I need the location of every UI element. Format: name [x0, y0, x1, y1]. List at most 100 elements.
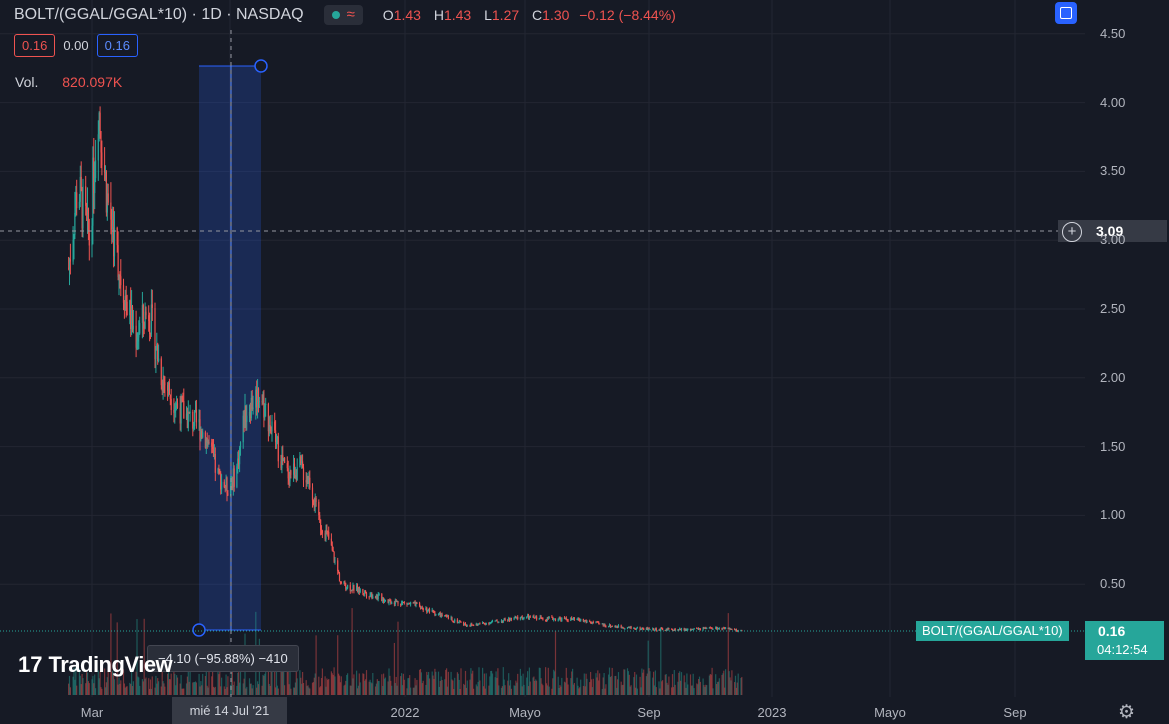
measure-handle-bottom[interactable]: [192, 623, 206, 637]
volume-bar: [155, 675, 157, 695]
volume-bar: [375, 683, 377, 695]
volume-bar: [113, 674, 115, 695]
volume-bar: [615, 675, 617, 695]
volume-bar: [648, 668, 650, 695]
candle-body: [557, 619, 559, 621]
measure-handle-top[interactable]: [254, 59, 268, 73]
volume-bar: [426, 671, 428, 695]
candle-body: [566, 619, 568, 621]
volume-bar: [419, 668, 422, 695]
y-tick-label: 4.00: [1100, 94, 1126, 110]
candle-body: [290, 470, 292, 475]
volume-bar: [101, 688, 103, 695]
candle-body: [345, 585, 347, 590]
candle-body: [552, 616, 554, 620]
candle-body: [611, 626, 613, 628]
candle-body: [295, 475, 297, 480]
volume-bar: [307, 685, 309, 695]
ohlc-low-key: L: [484, 7, 492, 23]
price-axis[interactable]: [1085, 0, 1169, 697]
volume-bar: [383, 673, 385, 695]
volume-bar: [469, 679, 471, 695]
tradingview-logo[interactable]: 17 TradingView: [18, 652, 173, 678]
volume-bar: [730, 680, 732, 695]
add-alert-plus-icon[interactable]: +: [1062, 222, 1082, 242]
candle-body: [104, 165, 106, 173]
candle-body: [658, 629, 660, 631]
crosshair-date-label: mié 14 Jul '21: [172, 697, 287, 724]
candle-body: [664, 630, 666, 632]
candle-body: [407, 603, 409, 605]
volume-bar: [489, 676, 491, 695]
volume-label: Vol.: [15, 74, 39, 90]
volume-bar: [446, 686, 449, 695]
candle-body: [100, 131, 102, 153]
candle-body: [378, 594, 380, 596]
candle-body: [283, 458, 285, 461]
candle-body: [643, 628, 645, 630]
volume-bar: [653, 685, 656, 695]
candle-body: [734, 629, 736, 631]
fullscreen-button[interactable]: [1055, 2, 1077, 24]
buy-price-button[interactable]: 0.16: [96, 34, 138, 57]
candle-body: [331, 545, 333, 551]
candle-body: [371, 593, 373, 598]
candle-body: [653, 629, 656, 631]
candle-body: [238, 458, 240, 465]
candle-body: [428, 609, 430, 612]
market-status[interactable]: ≈: [323, 5, 363, 25]
volume-bar: [138, 677, 140, 695]
volume-bar: [634, 671, 636, 695]
candle-body: [740, 630, 742, 632]
sell-price-button[interactable]: 0.16: [14, 34, 56, 57]
candle-body: [604, 624, 606, 627]
candle-body: [485, 622, 487, 625]
candle-body: [319, 515, 321, 520]
symbol-title[interactable]: BOLT/(GGAL/GGAL*10) · 1D · NASDAQ: [14, 6, 304, 23]
candle-body: [110, 202, 112, 220]
volume-bar: [639, 676, 641, 695]
candle-body: [400, 603, 402, 606]
volume-bar: [693, 688, 695, 695]
candle-body: [725, 627, 727, 629]
volume-bar: [410, 687, 412, 695]
candle-body: [508, 618, 510, 622]
candle-body: [627, 627, 629, 629]
volume-bar: [490, 670, 492, 695]
candle-body: [107, 193, 109, 203]
candle-body: [88, 233, 90, 246]
candle-body: [339, 581, 341, 583]
volume-bar: [110, 613, 112, 695]
candle-body: [174, 407, 176, 413]
volume-bar: [347, 673, 349, 695]
candle-body: [139, 323, 141, 334]
candle-body: [270, 426, 272, 432]
volume-bar: [741, 676, 743, 695]
ohlc-change: −0.12 (−8.44%): [579, 7, 676, 23]
volume-bar: [527, 686, 530, 695]
candle-body: [82, 186, 84, 229]
y-tick-label: 2.50: [1100, 301, 1126, 316]
candle-body: [332, 550, 334, 552]
candle-body: [218, 468, 220, 471]
measure-range-area[interactable]: [199, 66, 261, 630]
candle-body: [534, 617, 536, 619]
volume-bar: [256, 687, 258, 695]
candle-body: [539, 616, 541, 619]
volume-bar: [74, 679, 76, 695]
volume-bar: [551, 688, 553, 695]
candle-body: [482, 622, 484, 624]
candle-body: [710, 627, 712, 629]
volume-bar: [169, 679, 171, 695]
volume-bar: [590, 679, 593, 695]
candle-body: [469, 625, 471, 627]
candle-body: [572, 618, 574, 620]
candle-body: [256, 389, 258, 408]
candle-body: [207, 442, 209, 444]
candle-body: [716, 627, 718, 630]
candle-body: [124, 295, 126, 311]
volume-bar: [283, 668, 285, 695]
volume-bar: [206, 685, 208, 695]
settings-gear-icon[interactable]: ⚙: [1118, 702, 1136, 723]
